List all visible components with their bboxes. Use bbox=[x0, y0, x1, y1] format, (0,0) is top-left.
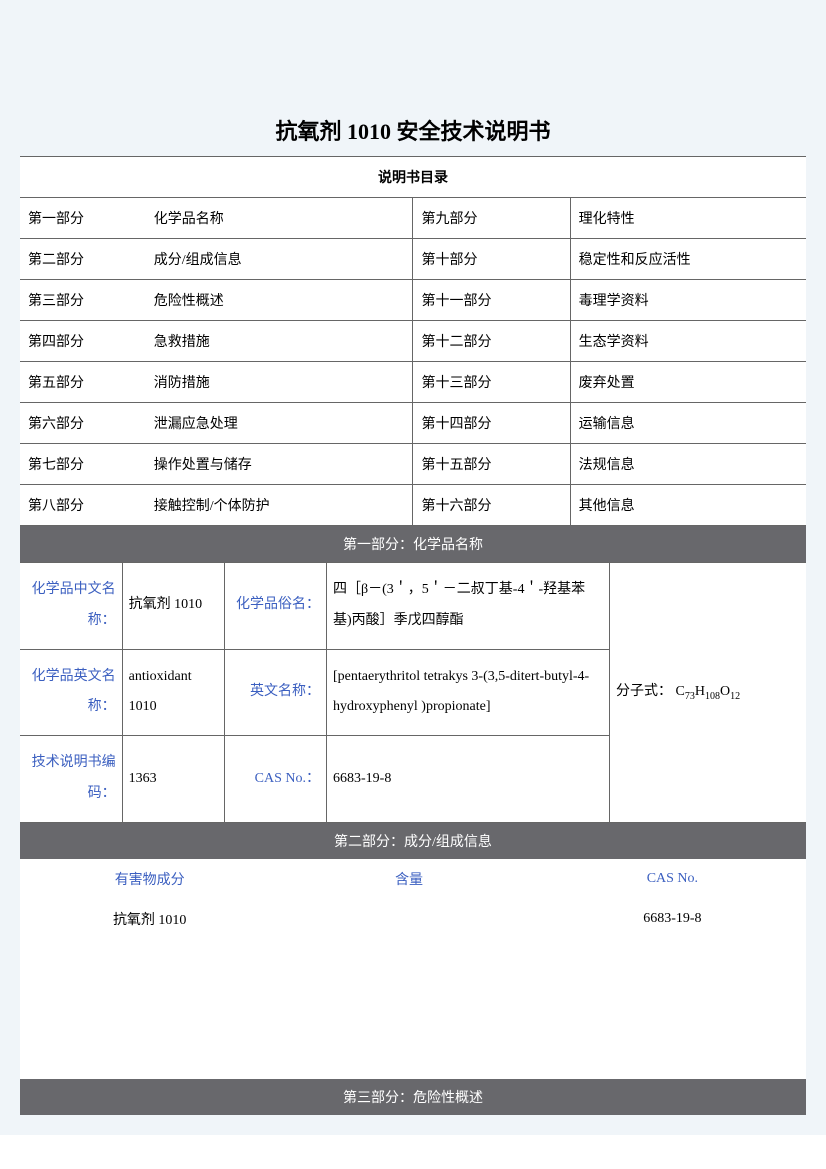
toc-cell: 第十一部分 bbox=[413, 280, 570, 321]
toc-cell: 泄漏应急处理 bbox=[146, 403, 413, 444]
toc-cell: 其他信息 bbox=[570, 485, 806, 526]
toc-cell: 法规信息 bbox=[570, 444, 806, 485]
toc-cell: 第五部分 bbox=[20, 362, 146, 403]
toc-cell: 第十六部分 bbox=[413, 485, 570, 526]
value-common-name: 四［β－(3＇，5＇－二叔丁基-4＇-羟基苯基)丙酸］季戊四醇酯 bbox=[327, 563, 610, 650]
section-2-header: 第二部分：成分/组成信息 bbox=[20, 823, 806, 859]
toc-cell: 第一部分 bbox=[20, 198, 146, 239]
toc-cell: 第二部分 bbox=[20, 239, 146, 280]
toc-header: 说明书目录 bbox=[20, 157, 806, 198]
toc-cell: 第十三部分 bbox=[413, 362, 570, 403]
toc-row: 第四部分 急救措施 第十二部分 生态学资料 bbox=[20, 321, 806, 362]
toc-table: 说明书目录 第一部分 化学品名称 第九部分 理化特性 第二部分 成分/组成信息 … bbox=[20, 156, 806, 526]
toc-cell: 生态学资料 bbox=[570, 321, 806, 362]
value-en-name2: [pentaerythritol tetrakys 3-(3,5-ditert-… bbox=[327, 649, 610, 736]
section-2-table: 有害物成分 含量 CAS No. 抗氧剂 1010 6683-19-8 bbox=[20, 859, 806, 1079]
toc-row: 第六部分 泄漏应急处理 第十四部分 运输信息 bbox=[20, 403, 806, 444]
value-en-name: antioxidant 1010 bbox=[122, 649, 224, 736]
page-container: 抗氧剂 1010 安全技术说明书 说明书目录 第一部分 化学品名称 第九部分 理… bbox=[0, 0, 826, 1135]
spacer bbox=[20, 939, 806, 1079]
toc-cell: 第四部分 bbox=[20, 321, 146, 362]
section-3-header: 第三部分：危险性概述 bbox=[20, 1079, 806, 1115]
toc-cell: 操作处置与储存 bbox=[146, 444, 413, 485]
toc-cell: 第七部分 bbox=[20, 444, 146, 485]
label-common-name: 化学品俗名： bbox=[224, 563, 326, 650]
value-cas: 6683-19-8 bbox=[327, 736, 610, 823]
label-doc-code: 技术说明书编码： bbox=[20, 736, 122, 823]
toc-cell: 消防措施 bbox=[146, 362, 413, 403]
toc-row: 第七部分 操作处置与储存 第十五部分 法规信息 bbox=[20, 444, 806, 485]
toc-cell: 第十四部分 bbox=[413, 403, 570, 444]
toc-cell: 第八部分 bbox=[20, 485, 146, 526]
label-cn-name: 化学品中文名称： bbox=[20, 563, 122, 650]
document-title: 抗氧剂 1010 安全技术说明书 bbox=[20, 100, 806, 156]
toc-cell: 第十部分 bbox=[413, 239, 570, 280]
toc-cell: 稳定性和反应活性 bbox=[570, 239, 806, 280]
section-1-table: 化学品中文名称： 抗氧剂 1010 化学品俗名： 四［β－(3＇，5＇－二叔丁基… bbox=[20, 562, 806, 823]
toc-cell: 第十五部分 bbox=[413, 444, 570, 485]
comp-header-2: 含量 bbox=[279, 859, 538, 899]
comp-header-3: CAS No. bbox=[539, 859, 806, 899]
comp-value-1: 抗氧剂 1010 bbox=[20, 899, 279, 939]
toc-cell: 第三部分 bbox=[20, 280, 146, 321]
toc-row: 第八部分 接触控制/个体防护 第十六部分 其他信息 bbox=[20, 485, 806, 526]
toc-cell: 化学品名称 bbox=[146, 198, 413, 239]
toc-row: 第五部分 消防措施 第十三部分 废弃处置 bbox=[20, 362, 806, 403]
toc-row: 第二部分 成分/组成信息 第十部分 稳定性和反应活性 bbox=[20, 239, 806, 280]
value-cn-name: 抗氧剂 1010 bbox=[122, 563, 224, 650]
toc-cell: 危险性概述 bbox=[146, 280, 413, 321]
toc-row: 第三部分 危险性概述 第十一部分 毒理学资料 bbox=[20, 280, 806, 321]
toc-cell: 废弃处置 bbox=[570, 362, 806, 403]
toc-cell: 接触控制/个体防护 bbox=[146, 485, 413, 526]
toc-cell: 毒理学资料 bbox=[570, 280, 806, 321]
value-doc-code: 1363 bbox=[122, 736, 224, 823]
label-en-name: 化学品英文名称： bbox=[20, 649, 122, 736]
toc-cell: 第十二部分 bbox=[413, 321, 570, 362]
toc-row: 第一部分 化学品名称 第九部分 理化特性 bbox=[20, 198, 806, 239]
label-en-name2: 英文名称： bbox=[224, 649, 326, 736]
toc-cell: 成分/组成信息 bbox=[146, 239, 413, 280]
toc-cell: 第六部分 bbox=[20, 403, 146, 444]
section-1-header: 第一部分：化学品名称 bbox=[20, 526, 806, 562]
comp-value-2 bbox=[279, 899, 538, 939]
label-cas: CAS No.： bbox=[224, 736, 326, 823]
toc-cell: 理化特性 bbox=[570, 198, 806, 239]
comp-header-1: 有害物成分 bbox=[20, 859, 279, 899]
toc-cell: 第九部分 bbox=[413, 198, 570, 239]
toc-cell: 急救措施 bbox=[146, 321, 413, 362]
value-formula: 分子式： C73H108O12 bbox=[609, 563, 806, 823]
comp-value-3: 6683-19-8 bbox=[539, 899, 806, 939]
toc-cell: 运输信息 bbox=[570, 403, 806, 444]
formula-prefix: 分子式： bbox=[616, 684, 672, 699]
